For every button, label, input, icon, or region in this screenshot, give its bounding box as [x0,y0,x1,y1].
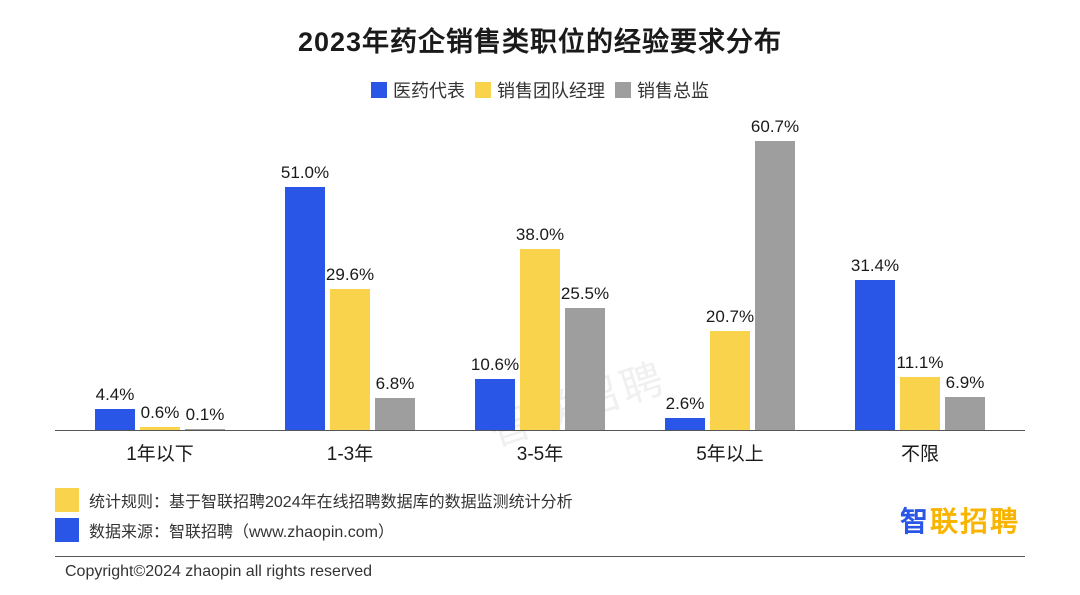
bar [665,418,705,430]
bar [185,429,225,430]
bar [755,141,795,430]
bar-wrap: 11.1% [900,353,940,430]
x-axis-label: 1-3年 [255,439,445,466]
bar [475,379,515,430]
chart-footer: 统计规则：基于智联招聘2024年在线招聘数据库的数据监测统计分析数据来源：智联招… [55,488,1025,581]
bar-wrap: 6.8% [375,374,415,430]
bar-group: 4.4% 0.6% 0.1% [65,385,255,430]
legend-swatch [615,82,631,98]
bar-value-label: 0.6% [141,403,180,423]
bar-group: 2.6% 20.7% 60.7% [635,117,825,430]
x-axis-label: 3-5年 [445,439,635,466]
bar-value-label: 6.8% [376,374,415,394]
bar-value-label: 51.0% [281,163,329,183]
bar-wrap: 51.0% [285,163,325,430]
chart-title: 2023年药企销售类职位的经验要求分布 [55,20,1025,59]
bar [140,427,180,430]
bar-wrap: 31.4% [855,256,895,430]
x-axis-label: 1年以下 [65,439,255,466]
bar [95,409,135,430]
bar [900,377,940,430]
bar-wrap: 0.6% [140,403,180,430]
legend-label: 销售总监 [637,77,709,103]
bar [285,187,325,430]
legend-item: 销售总监 [615,77,709,103]
bar-wrap: 10.6% [475,355,515,430]
bar-wrap: 6.9% [945,373,985,430]
bar-wrap: 20.7% [710,307,750,430]
bar-value-label: 29.6% [326,265,374,285]
bar-value-label: 6.9% [946,373,985,393]
bar-group: 31.4% 11.1% 6.9% [825,256,1015,430]
x-axis-label: 5年以上 [635,439,825,466]
bar [855,280,895,430]
bar-wrap: 38.0% [520,225,560,430]
bar-value-label: 38.0% [516,225,564,245]
bar [945,397,985,430]
note-text: 数据来源：智联招聘（www.zhaopin.com） [89,518,394,542]
bar [330,289,370,430]
bar-value-label: 0.1% [186,405,225,425]
footer-note-row: 统计规则：基于智联招聘2024年在线招聘数据库的数据监测统计分析 [55,488,1025,512]
copyright-text: Copyright©2024 zhaopin all rights reserv… [55,556,1025,581]
x-axis-labels: 1年以下1-3年3-5年5年以上不限 [55,431,1025,466]
bar-value-label: 11.1% [897,353,944,373]
legend-swatch [475,82,491,98]
legend-item: 销售团队经理 [475,77,605,103]
note-swatch [55,518,79,542]
bar [375,398,415,430]
bar [710,331,750,430]
bar-value-label: 60.7% [751,117,799,137]
bar-value-label: 10.6% [471,355,519,375]
chart-plot-area: 智联招聘 4.4% 0.6% 0.1% 51.0% 29.6% 6.8% 10.… [55,121,1025,431]
footer-note-row: 数据来源：智联招聘（www.zhaopin.com） [55,518,1025,542]
chart-legend: 医药代表 销售团队经理 销售总监 [55,77,1025,103]
legend-label: 医药代表 [393,77,465,103]
bar-value-label: 2.6% [666,394,705,414]
bar-wrap: 60.7% [755,117,795,430]
brand-part1: 智 [900,506,930,537]
bar-wrap: 0.1% [185,405,225,430]
footer-notes: 统计规则：基于智联招聘2024年在线招聘数据库的数据监测统计分析数据来源：智联招… [55,488,1025,542]
note-text: 统计规则：基于智联招聘2024年在线招聘数据库的数据监测统计分析 [89,488,573,512]
legend-item: 医药代表 [371,77,465,103]
bar-wrap: 4.4% [95,385,135,430]
legend-swatch [371,82,387,98]
bar-value-label: 4.4% [96,385,135,405]
bar-value-label: 20.7% [706,307,754,327]
x-axis-label: 不限 [825,439,1015,466]
bar-group: 10.6% 38.0% 25.5% [445,225,635,430]
bar [520,249,560,430]
bar-value-label: 25.5% [561,284,609,304]
bar-wrap: 25.5% [565,284,605,430]
legend-label: 销售团队经理 [497,77,605,103]
bar-wrap: 29.6% [330,265,370,430]
brand-logo: 智联招聘 [900,500,1020,540]
bar [565,308,605,430]
bar-value-label: 31.4% [851,256,899,276]
bar-wrap: 2.6% [665,394,705,430]
brand-part2: 联招聘 [930,506,1020,537]
bar-group: 51.0% 29.6% 6.8% [255,163,445,430]
note-swatch [55,488,79,512]
